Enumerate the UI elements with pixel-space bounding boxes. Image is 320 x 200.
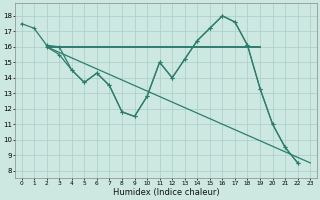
X-axis label: Humidex (Indice chaleur): Humidex (Indice chaleur) [113, 188, 219, 197]
